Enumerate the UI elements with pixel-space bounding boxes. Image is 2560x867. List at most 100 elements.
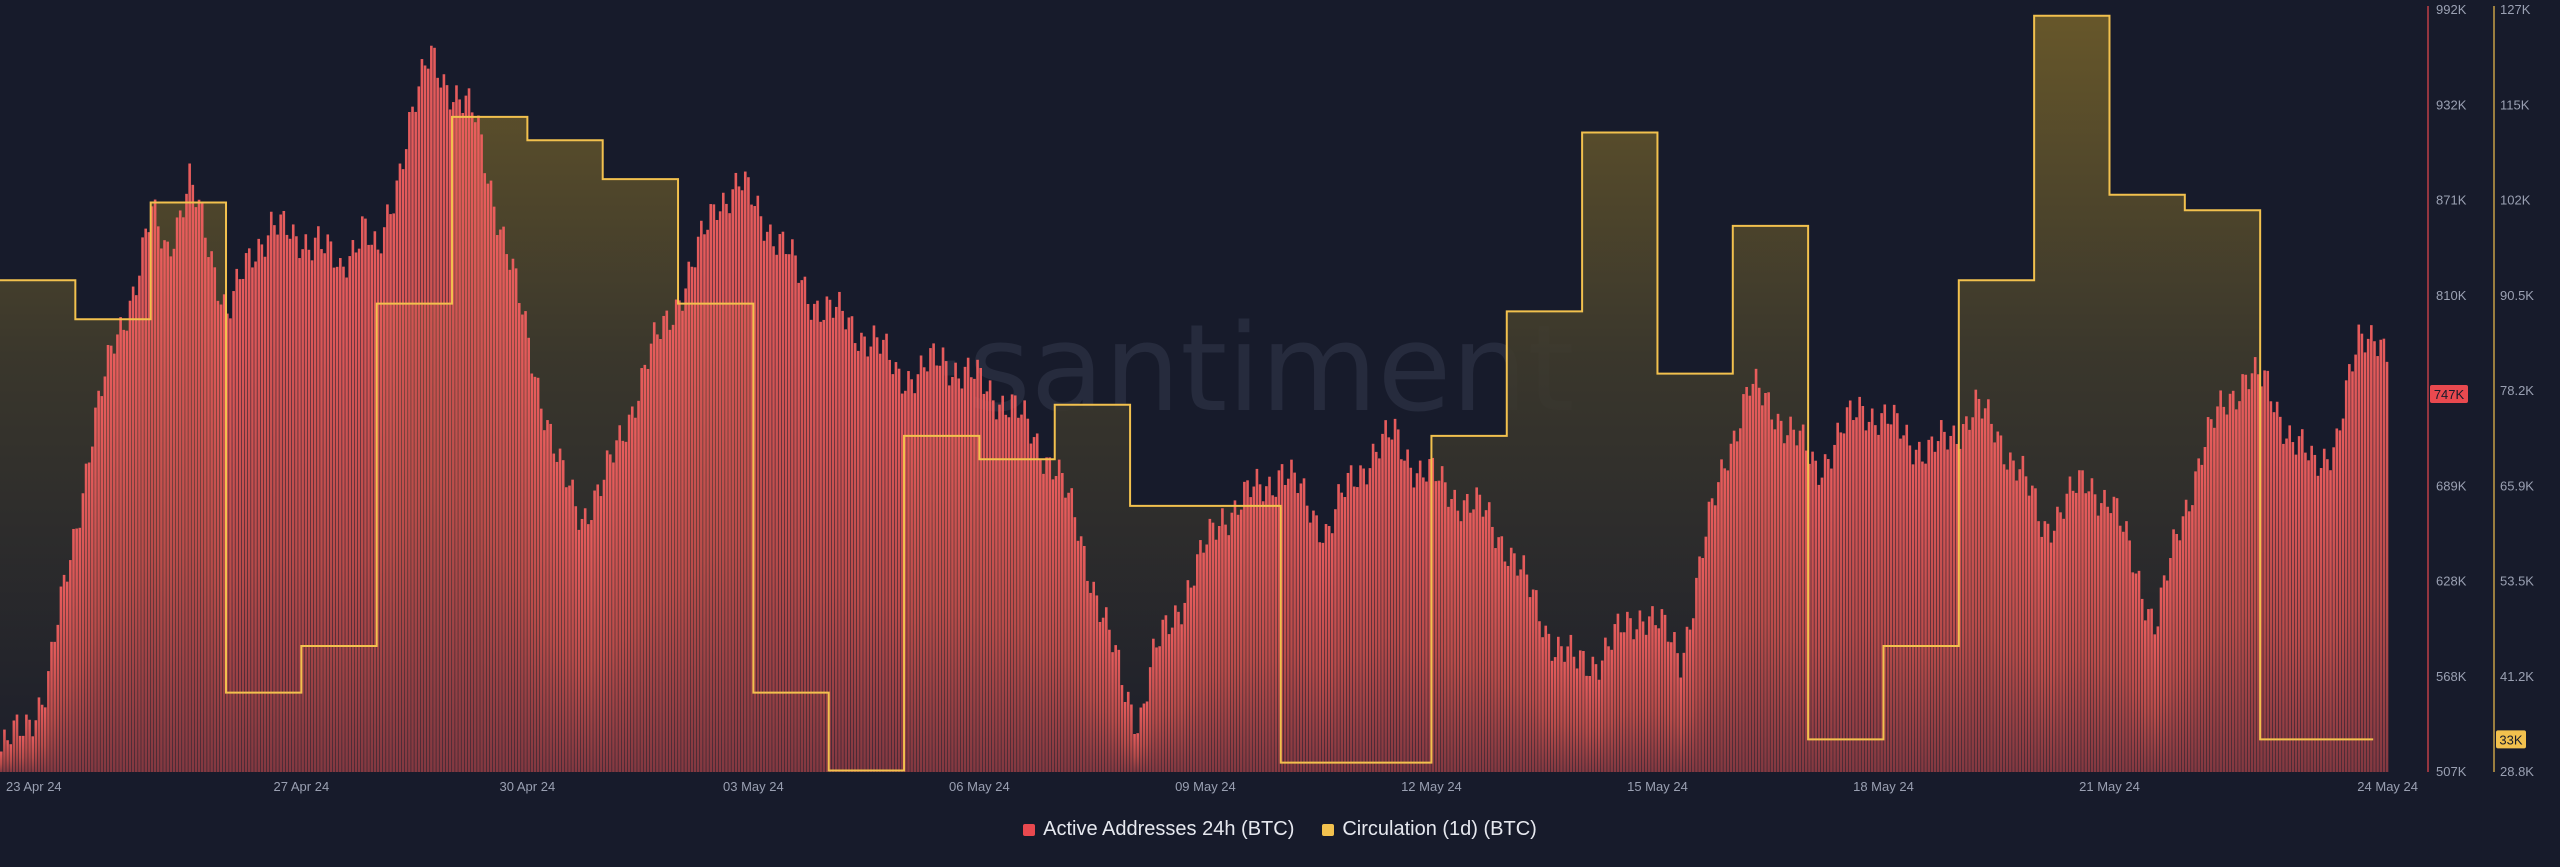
active-addresses-bar bbox=[1406, 449, 1409, 772]
active-addresses-bar bbox=[1892, 404, 1896, 772]
active-addresses-bar bbox=[1541, 637, 1544, 772]
y-tick-label-circulation: 53.5K bbox=[2500, 574, 2534, 589]
active-addresses-bar bbox=[194, 207, 198, 773]
active-addresses-bar bbox=[1651, 606, 1654, 772]
active-addresses-bar bbox=[1531, 589, 1535, 772]
active-addresses-bar bbox=[150, 206, 154, 772]
y-tick-label-active-addresses: 689K bbox=[2436, 478, 2467, 493]
active-addresses-bar bbox=[18, 735, 22, 772]
active-addresses-bar bbox=[530, 373, 534, 772]
active-addresses-bar bbox=[784, 254, 788, 773]
active-addresses-bar bbox=[941, 347, 945, 772]
active-addresses-bar bbox=[508, 269, 512, 772]
active-addresses-bar bbox=[357, 248, 361, 772]
active-addresses-bar bbox=[502, 226, 505, 772]
active-addresses-bar bbox=[1456, 510, 1460, 772]
active-addresses-bar bbox=[2332, 447, 2335, 772]
active-addresses-bar bbox=[2231, 390, 2235, 772]
active-addresses-bar bbox=[439, 87, 443, 772]
active-addresses-bar bbox=[238, 279, 242, 772]
active-addresses-bar bbox=[1717, 482, 1720, 772]
active-addresses-bar bbox=[1048, 457, 1052, 772]
active-addresses-bar bbox=[637, 400, 640, 772]
active-addresses-bar bbox=[386, 204, 389, 773]
active-addresses-bar bbox=[382, 227, 386, 772]
active-addresses-bar bbox=[492, 206, 496, 772]
active-addresses-bar bbox=[1324, 524, 1328, 772]
active-addresses-bar bbox=[2354, 354, 2357, 772]
active-addresses-bar bbox=[1955, 443, 1959, 772]
active-addresses-bar bbox=[2012, 460, 2015, 772]
active-addresses-bar bbox=[1572, 656, 1576, 772]
active-addresses-bar bbox=[2351, 371, 2354, 772]
active-addresses-bar bbox=[2118, 525, 2122, 772]
active-addresses-bar bbox=[1858, 396, 1861, 772]
active-addresses-bar bbox=[1400, 459, 1403, 772]
active-addresses-bar bbox=[376, 249, 380, 773]
active-addresses-bar bbox=[153, 199, 157, 772]
active-addresses-bar bbox=[1553, 657, 1557, 772]
active-addresses-bar bbox=[1349, 465, 1353, 772]
active-addresses-bar bbox=[2319, 468, 2323, 772]
active-addresses-bar bbox=[847, 317, 851, 772]
active-addresses-bar bbox=[2018, 469, 2022, 772]
active-addresses-bar bbox=[659, 339, 662, 772]
active-addresses-bar bbox=[1491, 526, 1494, 772]
active-addresses-bar bbox=[1557, 636, 1560, 772]
legend-item-active-addresses[interactable]: Active Addresses 24h (BTC) bbox=[1023, 818, 1294, 841]
y-tick-label-active-addresses: 932K bbox=[2436, 97, 2467, 112]
active-addresses-bar bbox=[75, 528, 78, 772]
active-addresses-bar bbox=[2360, 333, 2364, 772]
active-addresses-bar bbox=[2056, 506, 2059, 772]
active-addresses-bar bbox=[1685, 626, 1689, 772]
active-addresses-bar bbox=[65, 581, 69, 772]
active-addresses-bar bbox=[1682, 652, 1686, 772]
active-addresses-bar bbox=[809, 319, 813, 772]
active-addresses-bar bbox=[885, 333, 888, 772]
active-addresses-bar bbox=[1500, 536, 1504, 772]
active-addresses-bar bbox=[1189, 587, 1193, 772]
active-addresses-bar bbox=[787, 254, 791, 772]
active-addresses-bar bbox=[2169, 558, 2172, 772]
active-addresses-bar bbox=[1136, 733, 1139, 772]
active-addresses-bar bbox=[226, 313, 229, 772]
active-addresses-bar bbox=[1170, 627, 1174, 772]
legend-item-circulation[interactable]: Circulation (1d) (BTC) bbox=[1322, 818, 1537, 841]
active-addresses-bar bbox=[1108, 629, 1111, 772]
active-addresses-bar bbox=[1867, 421, 1871, 772]
active-addresses-bar bbox=[1199, 540, 1202, 772]
active-addresses-bar bbox=[53, 641, 56, 772]
active-addresses-bar bbox=[1130, 704, 1133, 772]
active-addresses-bar bbox=[1239, 509, 1243, 772]
active-addresses-bar bbox=[1057, 459, 1061, 772]
active-addresses-bar bbox=[521, 314, 524, 772]
active-addresses-bar bbox=[2216, 406, 2219, 772]
active-addresses-bar bbox=[1544, 625, 1548, 772]
active-addresses-bar bbox=[596, 484, 600, 772]
active-addresses-bar bbox=[1855, 417, 1858, 772]
active-addresses-bar bbox=[1139, 707, 1143, 772]
active-addresses-bar bbox=[87, 462, 91, 772]
active-addresses-bar bbox=[1509, 547, 1513, 772]
active-addresses-bar bbox=[1638, 610, 1642, 772]
active-addresses-bar bbox=[838, 291, 841, 772]
active-addresses-bar bbox=[1503, 561, 1507, 772]
active-addresses-bar bbox=[602, 479, 606, 772]
active-addresses-bar bbox=[919, 355, 923, 772]
active-addresses-bar bbox=[3, 729, 6, 772]
active-addresses-bar bbox=[1707, 501, 1711, 772]
active-addresses-bar bbox=[1513, 553, 1516, 772]
active-addresses-bar bbox=[1823, 454, 1827, 772]
active-addresses-bar bbox=[646, 368, 650, 772]
active-addresses-bar bbox=[587, 524, 590, 772]
active-addresses-bar bbox=[1208, 518, 1212, 772]
active-addresses-bar bbox=[1698, 556, 1701, 772]
active-addresses-bar bbox=[1255, 468, 1259, 772]
active-addresses-bar bbox=[740, 190, 744, 772]
active-addresses-bar bbox=[367, 244, 370, 772]
x-tick-label: 12 May 24 bbox=[1401, 779, 1462, 794]
active-addresses-bar bbox=[652, 322, 656, 772]
active-addresses-bar bbox=[634, 417, 637, 772]
active-addresses-bar bbox=[605, 450, 609, 772]
y-tick-label-active-addresses: 871K bbox=[2436, 193, 2467, 208]
